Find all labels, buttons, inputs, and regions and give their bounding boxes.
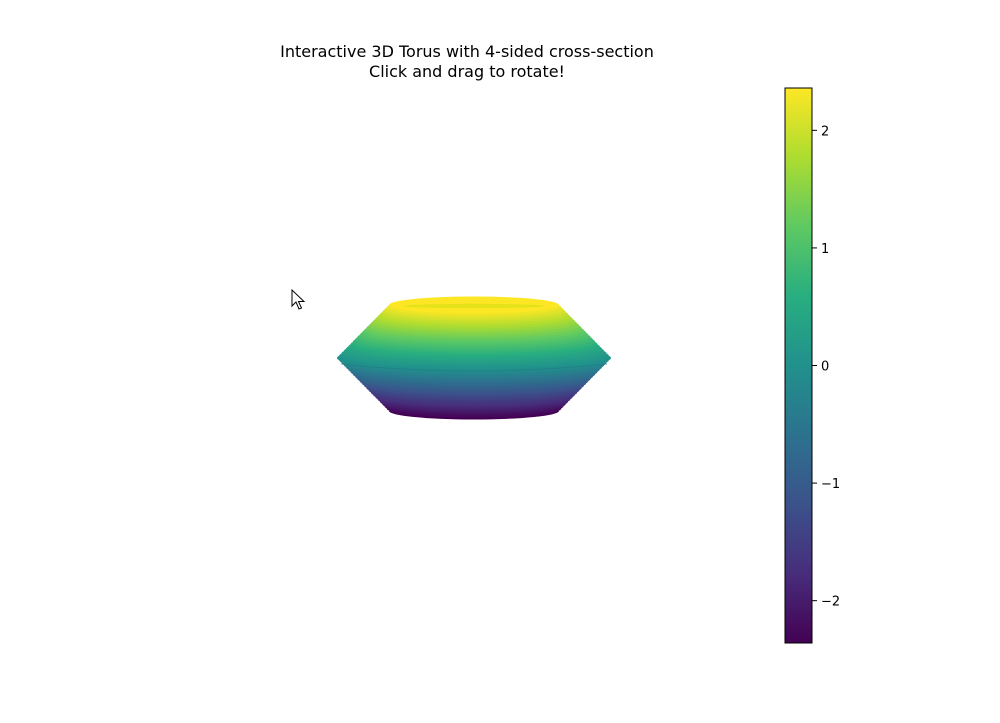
torus-equator-seam [340,363,608,372]
colorbar-ticks: 2 1 0 −1 −2 [812,124,840,610]
colorbar-tick-label: −1 [821,477,840,492]
torus-inner-rim [403,303,545,309]
figure-title-line2: Click and drag to rotate! [369,62,565,81]
colorbar-tick-label: 0 [821,360,829,375]
mouse-pointer-icon [291,288,306,310]
figure-title-line1: Interactive 3D Torus with 4-sided cross-… [280,42,654,61]
3d-axes-area[interactable] [130,90,770,650]
colorbar-tick-label: 1 [821,242,829,257]
colorbar: 2 1 0 −1 −2 [784,87,840,644]
colorbar-tick-label: −2 [821,595,840,610]
torus-surface[interactable] [337,296,611,420]
colorbar-tick-label: 2 [821,124,829,139]
colorbar-gradient [784,87,813,644]
